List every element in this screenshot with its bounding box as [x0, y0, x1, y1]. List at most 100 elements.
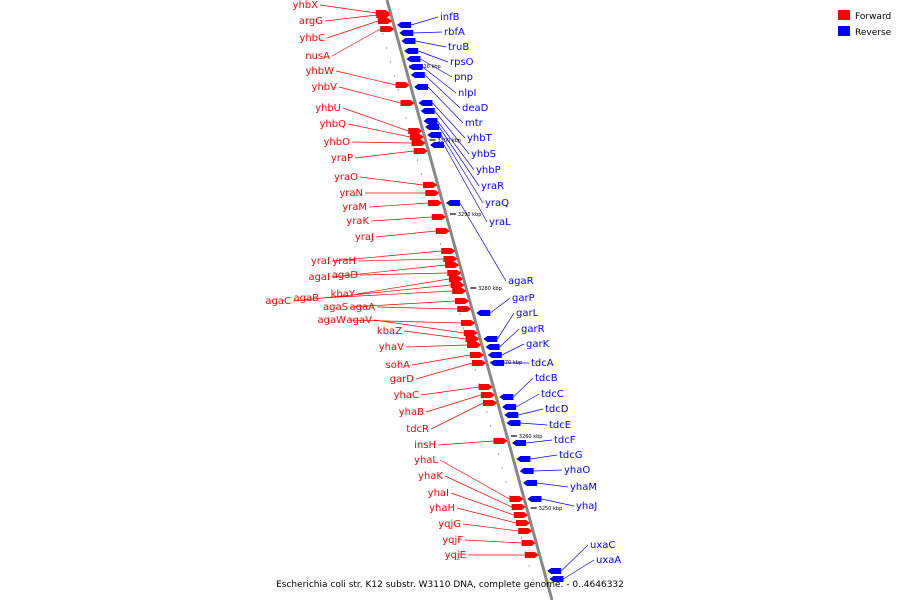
forward-gene-label: garD — [390, 374, 415, 385]
gene-features — [375, 10, 564, 582]
forward-leader-line — [439, 459, 510, 500]
reverse-gene-label: uxaA — [596, 555, 621, 566]
reverse-gene-label: tdcF — [554, 435, 576, 446]
reverse-gene-label: yhbT — [467, 133, 493, 144]
genome-caption: Escherichia coli str. K12 substr. W3110 … — [276, 580, 624, 590]
forward-gene-label: yhaL — [414, 455, 438, 466]
tick-label: 3300 kbp — [438, 138, 462, 144]
reverse-leader-line — [427, 86, 464, 124]
reverse-leader-line — [541, 498, 575, 507]
forward-leader-line — [464, 539, 522, 544]
reverse-gene-feature — [408, 64, 423, 70]
reverse-leader-line — [513, 377, 534, 398]
forward-leader-line — [359, 176, 424, 186]
reverse-gene-feature — [490, 360, 504, 366]
reverse-gene-label: yhaM — [570, 482, 597, 493]
reverse-gene-feature — [476, 310, 491, 316]
forward-gene-label: yraP — [331, 153, 353, 164]
reverse-gene-label: infB — [440, 12, 460, 23]
reverse-leader-line — [499, 328, 520, 348]
forward-leader-line — [354, 150, 414, 159]
forward-gene-feature — [454, 298, 469, 304]
forward-leader-line — [347, 319, 462, 324]
forward-leader-line — [373, 319, 464, 334]
forward-gene-feature — [408, 128, 423, 134]
tick-label: 3260 kbp — [519, 434, 543, 440]
forward-leader-line — [403, 330, 466, 340]
leader-lines — [292, 4, 595, 580]
forward-gene-feature — [509, 496, 524, 502]
forward-gene-label: yhaH — [429, 503, 455, 514]
forward-gene-label: yhaV — [379, 342, 404, 353]
forward-gene-label: yraM — [342, 202, 367, 213]
reverse-leader-line — [563, 559, 595, 580]
forward-gene-label: yqjG — [438, 519, 461, 530]
forward-gene-label: yraK — [346, 216, 369, 227]
tick-label: 3250 kbp — [539, 506, 563, 512]
forward-gene-label: agaS — [323, 302, 348, 313]
reverse-gene-feature — [527, 496, 542, 502]
reverse-leader-line — [418, 50, 449, 63]
reverse-gene-label: rbfA — [444, 27, 465, 38]
reverse-leader-line — [420, 58, 453, 78]
forward-gene-feature — [428, 200, 442, 206]
forward-gene-label: agaB — [294, 293, 320, 304]
forward-gene-label: yhbC — [299, 33, 325, 44]
forward-leader-line — [292, 284, 451, 302]
reverse-leader-line — [424, 74, 461, 109]
forward-leader-line — [375, 230, 436, 238]
forward-leader-line — [376, 306, 458, 310]
forward-leader-line — [411, 354, 470, 366]
reverse-gene-label: garR — [521, 324, 545, 335]
forward-gene-feature — [431, 214, 446, 220]
reverse-leader-line — [413, 31, 443, 34]
reverse-gene-feature — [420, 108, 435, 114]
forward-gene-feature — [516, 520, 530, 526]
forward-gene-feature — [513, 512, 528, 518]
reverse-gene-label: yraQ — [485, 198, 509, 209]
forward-gene-feature — [377, 18, 392, 24]
reverse-gene-feature — [504, 412, 519, 418]
reverse-gene-feature — [410, 72, 425, 78]
forward-leader-line — [450, 492, 514, 516]
forward-gene-feature — [441, 248, 456, 254]
reverse-gene-feature — [506, 420, 521, 426]
forward-leader-line — [331, 28, 381, 57]
forward-gene-label: agaW — [318, 315, 347, 326]
forward-gene-feature — [472, 360, 486, 366]
reverse-leader-line — [432, 102, 466, 139]
forward-gene-label: insH — [414, 440, 436, 451]
reverse-gene-label: rpsO — [450, 57, 474, 68]
forward-gene-label: yhaK — [418, 471, 443, 482]
forward-gene-feature — [511, 504, 526, 510]
forward-gene-feature — [467, 342, 482, 348]
reverse-leader-line — [536, 482, 569, 488]
reverse-leader-line — [525, 439, 553, 444]
forward-leader-line — [425, 394, 481, 413]
reverse-gene-label: yhaJ — [576, 501, 597, 512]
forward-gene-feature — [469, 352, 484, 358]
reverse-gene-label: garP — [512, 293, 535, 304]
reverse-leader-line — [501, 343, 525, 356]
reverse-gene-feature — [425, 124, 440, 130]
forward-gene-feature — [478, 384, 493, 390]
forward-gene-feature — [445, 262, 460, 268]
forward-leader-line — [420, 386, 479, 396]
reverse-gene-label: tdcE — [549, 420, 571, 431]
reverse-gene-label: mtr — [465, 118, 484, 129]
reverse-gene-label: yhbP — [476, 165, 501, 176]
forward-leader-line — [347, 123, 410, 138]
reverse-gene-feature — [516, 456, 531, 462]
forward-gene-feature — [463, 330, 478, 336]
forward-leader-line — [370, 216, 432, 222]
forward-gene-label: yraN — [339, 188, 363, 199]
forward-gene-label: argG — [299, 16, 323, 27]
reverse-gene-feature — [446, 200, 460, 206]
reverse-leader-line — [533, 469, 563, 472]
forward-gene-label: yhbQ — [320, 119, 347, 130]
forward-leader-line — [320, 290, 453, 299]
forward-gene-label: yhaB — [399, 407, 424, 418]
reverse-leader-line — [459, 202, 507, 282]
reverse-leader-line — [415, 40, 447, 48]
